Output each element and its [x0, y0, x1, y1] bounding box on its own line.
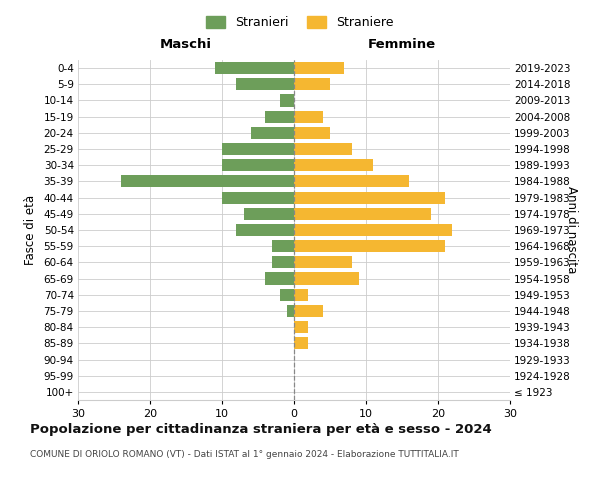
- Bar: [265, 110, 294, 122]
- Bar: [294, 78, 330, 90]
- Bar: [294, 62, 344, 74]
- Bar: [294, 288, 308, 301]
- Bar: [121, 176, 294, 188]
- Text: Femmine: Femmine: [368, 38, 436, 51]
- Y-axis label: Anni di nascita: Anni di nascita: [565, 186, 578, 274]
- Bar: [215, 62, 294, 74]
- Bar: [294, 321, 308, 333]
- Text: Popolazione per cittadinanza straniera per età e sesso - 2024: Popolazione per cittadinanza straniera p…: [30, 422, 492, 436]
- Legend: Stranieri, Straniere: Stranieri, Straniere: [202, 11, 398, 34]
- Bar: [222, 143, 294, 155]
- Bar: [294, 208, 431, 220]
- Bar: [294, 127, 330, 139]
- Bar: [294, 256, 352, 268]
- Bar: [236, 78, 294, 90]
- Bar: [294, 338, 308, 349]
- Bar: [294, 110, 323, 122]
- Bar: [222, 192, 294, 203]
- Bar: [251, 127, 294, 139]
- Bar: [280, 288, 294, 301]
- Bar: [265, 272, 294, 284]
- Bar: [236, 224, 294, 236]
- Bar: [222, 159, 294, 172]
- Bar: [280, 94, 294, 106]
- Bar: [272, 256, 294, 268]
- Bar: [294, 305, 323, 317]
- Bar: [294, 224, 452, 236]
- Bar: [294, 272, 359, 284]
- Text: Maschi: Maschi: [160, 38, 212, 51]
- Bar: [244, 208, 294, 220]
- Bar: [287, 305, 294, 317]
- Bar: [294, 143, 352, 155]
- Bar: [294, 192, 445, 203]
- Bar: [294, 176, 409, 188]
- Text: COMUNE DI ORIOLO ROMANO (VT) - Dati ISTAT al 1° gennaio 2024 - Elaborazione TUTT: COMUNE DI ORIOLO ROMANO (VT) - Dati ISTA…: [30, 450, 459, 459]
- Bar: [294, 240, 445, 252]
- Bar: [294, 159, 373, 172]
- Y-axis label: Fasce di età: Fasce di età: [23, 195, 37, 265]
- Bar: [272, 240, 294, 252]
